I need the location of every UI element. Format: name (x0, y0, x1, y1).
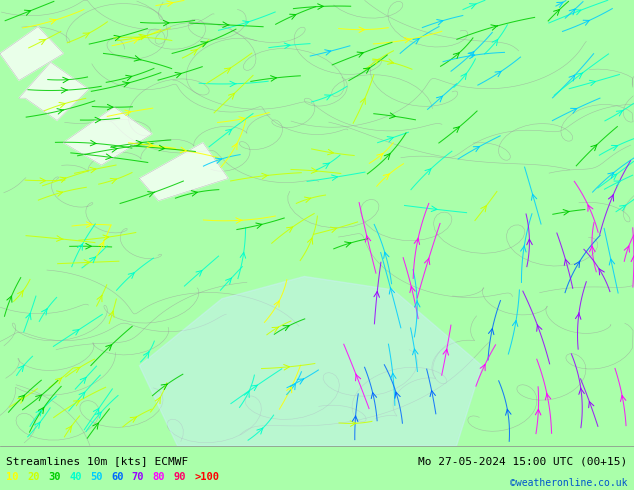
Text: 90: 90 (174, 472, 186, 482)
Text: ©weatheronline.co.uk: ©weatheronline.co.uk (510, 478, 628, 488)
Polygon shape (63, 107, 152, 165)
Text: 20: 20 (27, 472, 40, 482)
Polygon shape (139, 276, 482, 446)
Polygon shape (0, 27, 63, 80)
Text: 50: 50 (90, 472, 103, 482)
Text: 80: 80 (153, 472, 165, 482)
Text: Mo 27-05-2024 15:00 UTC (00+15): Mo 27-05-2024 15:00 UTC (00+15) (418, 456, 628, 466)
Text: >100: >100 (195, 472, 219, 482)
Polygon shape (139, 143, 228, 201)
Text: 60: 60 (111, 472, 124, 482)
Text: 70: 70 (132, 472, 145, 482)
Text: Streamlines 10m [kts] ECMWF: Streamlines 10m [kts] ECMWF (6, 456, 188, 466)
Polygon shape (19, 62, 89, 121)
Text: 30: 30 (48, 472, 61, 482)
Text: 10: 10 (6, 472, 19, 482)
Text: 40: 40 (69, 472, 82, 482)
